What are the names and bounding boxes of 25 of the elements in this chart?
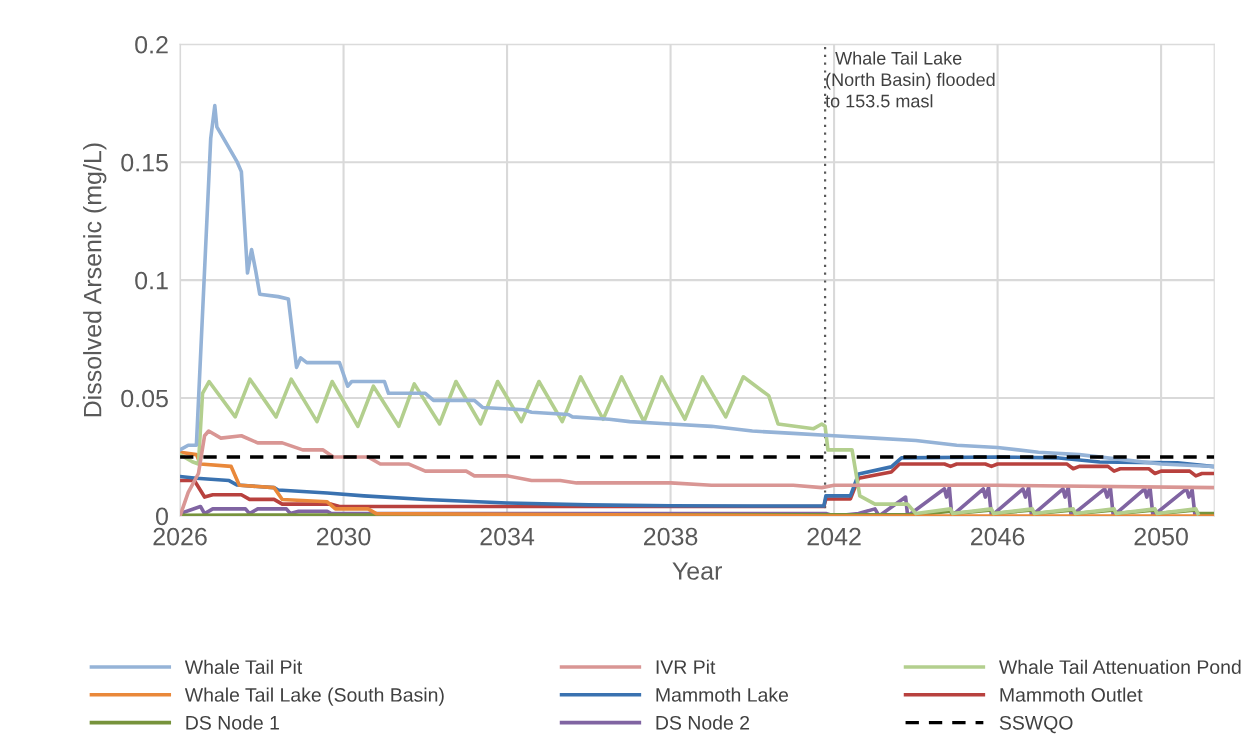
legend-label: DS Node 1	[186, 715, 279, 730]
x-tick-label: 2026	[153, 527, 207, 546]
x-tick-label: 2030	[317, 527, 371, 546]
y-tick-label: 0.15	[121, 153, 168, 172]
x-tick-label: 2042	[807, 527, 861, 546]
x-tick-label: 2034	[480, 527, 535, 546]
legend-label: IVR Pit	[656, 659, 716, 674]
legend-label: DS Node 2	[656, 715, 750, 730]
x-tick-label: 2046	[971, 527, 1025, 546]
y-tick-label: 0.1	[135, 271, 168, 290]
line-series	[180, 375, 1200, 516]
legend-label: Whale Tail Attenuation Pond	[998, 659, 1241, 674]
y-tick-label: 0.2	[135, 35, 168, 54]
x-tick-label: 2050	[1134, 527, 1188, 546]
legend-label: Whale Tail Lake (South Basin)	[184, 687, 444, 706]
legend-label: Mammoth Lake	[656, 687, 789, 702]
legend-label: Mammoth Outlet	[1000, 687, 1143, 702]
legend-label: Whale Tail Pit	[184, 659, 303, 674]
y-axis-title: Dissolved Arsenic (mg/L)	[83, 143, 107, 417]
y-tick-label: 0.05	[121, 389, 168, 408]
x-tick-label: 2038	[644, 527, 698, 546]
x-axis-title: Year	[672, 562, 722, 580]
ref-line-label: Whale Tail Lake (North Basin) flooded to 153.5 masl	[825, 51, 995, 108]
y-tick-label: 0	[156, 507, 168, 526]
legend-label: SSWQO	[999, 715, 1073, 734]
